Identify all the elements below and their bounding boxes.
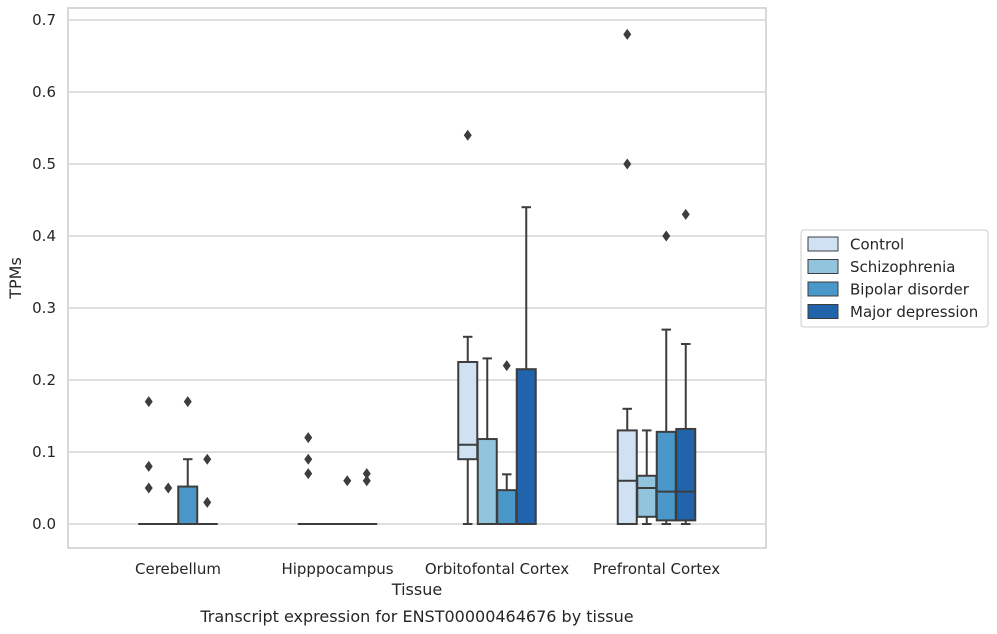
x-axis-label: Tissue	[391, 580, 442, 599]
outlier-point	[502, 360, 511, 372]
y-axis-ticks: 0.0 0.1 0.2 0.3 0.4 0.5 0.6 0.7	[32, 11, 56, 533]
box-body	[655, 430, 677, 522]
box-body	[476, 438, 498, 526]
plot-frame	[67, 7, 767, 549]
y-axis-label: TPMs	[6, 257, 25, 300]
legend-swatch	[807, 236, 839, 252]
chart-caption: Transcript expression for ENST0000046467…	[199, 607, 633, 626]
y-tick-label: 0.3	[32, 299, 56, 317]
box-2-0	[177, 396, 199, 525]
outlier-point	[183, 396, 192, 408]
x-tick-label: Cerebellum	[135, 560, 221, 578]
legend-swatch	[807, 259, 839, 274]
x-tick-label: Prefrontal Cortex	[593, 560, 720, 578]
x-axis-ticks: Cerebellum Hipppocampus Orbitofontal Corte…	[135, 560, 720, 578]
box-body	[675, 427, 697, 522]
x-tick-label: Hipppocampus	[281, 560, 393, 578]
box-3-2	[515, 206, 537, 526]
box-body	[457, 361, 479, 461]
y-tick-label: 0.7	[32, 11, 56, 29]
box-2-3	[655, 230, 677, 525]
y-tick-label: 0.1	[32, 443, 56, 461]
box-2-1	[336, 475, 358, 526]
outlier-point	[362, 468, 371, 480]
box-body	[177, 485, 199, 525]
box-0-3	[616, 28, 638, 525]
outlier-point	[662, 230, 671, 242]
outlier-point	[164, 482, 173, 494]
box-0-0	[138, 396, 160, 526]
x-tick-label: Orbitofontal Cortex	[425, 560, 569, 578]
y-tick-label: 0.4	[32, 227, 56, 245]
box-3-1	[356, 468, 378, 526]
outlier-point	[144, 482, 153, 494]
outlier-point	[144, 460, 153, 472]
box-body	[616, 429, 638, 525]
box-body	[636, 474, 658, 518]
legend-swatch	[807, 281, 839, 297]
outlier-point	[681, 208, 690, 220]
legend-label: Schizophrenia	[850, 258, 955, 276]
outlier-point	[144, 396, 153, 408]
box-3-3	[675, 208, 697, 525]
outlier-point	[623, 158, 632, 170]
box-3-0	[196, 453, 218, 526]
outlier-point	[203, 453, 212, 465]
y-tick-label: 0.6	[32, 83, 56, 101]
outlier-point	[203, 496, 212, 508]
outlier-point	[463, 129, 472, 141]
box-body	[515, 368, 537, 526]
y-tick-label: 0.5	[32, 155, 56, 173]
y-tick-label: 0.0	[32, 515, 56, 533]
box-2-2	[496, 360, 518, 526]
outlier-point	[304, 453, 313, 465]
legend-label: Major depression	[850, 303, 978, 321]
box-1-2	[476, 357, 498, 526]
outlier-point	[343, 475, 352, 487]
box-series	[138, 28, 697, 526]
legend-label: Control	[850, 236, 904, 254]
box-0-1	[297, 432, 319, 526]
box-body	[496, 489, 518, 526]
legend-label: Bipolar disorder	[850, 281, 970, 299]
y-gridlines	[68, 19, 766, 525]
outlier-point	[304, 468, 313, 480]
y-tick-label: 0.2	[32, 371, 56, 389]
outlier-point	[362, 475, 371, 487]
outlier-point	[304, 432, 313, 444]
legend-frame	[800, 229, 989, 328]
legend-swatch	[807, 304, 839, 319]
box-1-0	[157, 482, 179, 526]
box-1-3	[636, 429, 658, 525]
legend: Control Schizophrenia Bipolar disorder Majo…	[800, 229, 989, 328]
outlier-point	[623, 28, 632, 40]
box-0-2	[457, 129, 479, 525]
